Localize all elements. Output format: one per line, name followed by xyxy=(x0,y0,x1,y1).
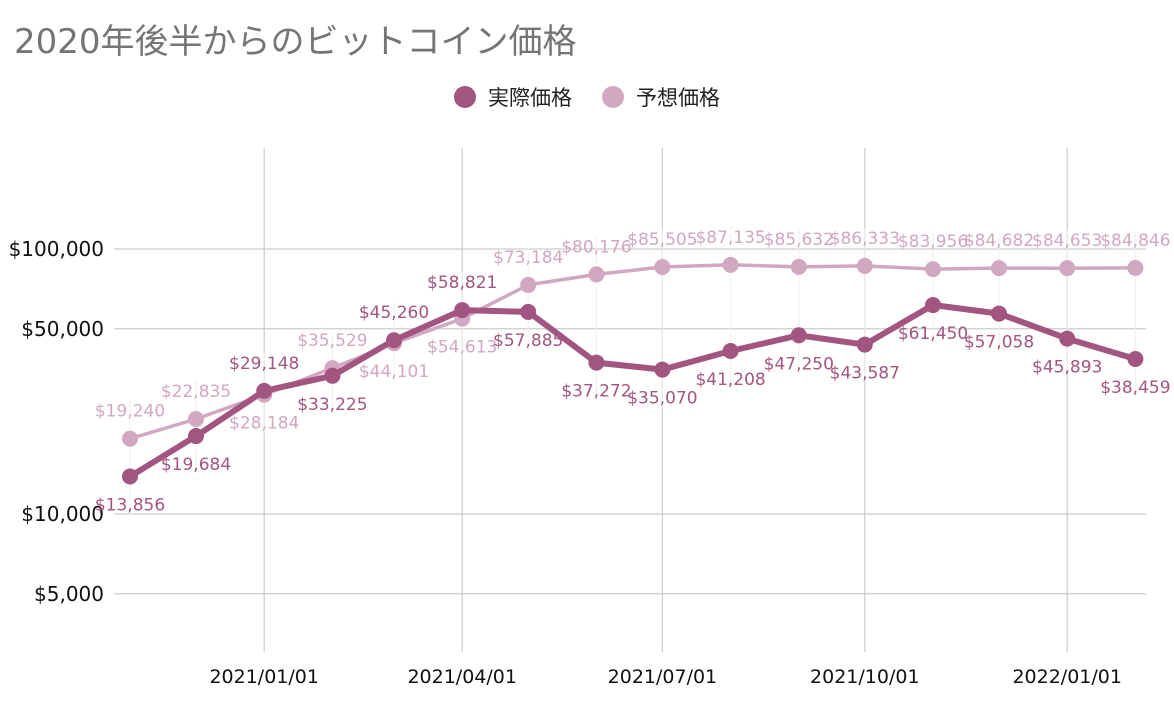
data-label-forecast: $85,632 xyxy=(764,230,834,250)
data-point-forecast xyxy=(856,257,873,274)
x-tick-label: 2022/01/01 xyxy=(1012,666,1122,688)
y-tick-label: $50,000 xyxy=(21,317,104,341)
x-tick-label: 2021/10/01 xyxy=(810,666,920,688)
data-point-forecast xyxy=(1127,259,1144,276)
data-label-actual: $61,450 xyxy=(898,324,968,344)
data-label-actual: $45,260 xyxy=(359,303,429,323)
x-tick-label: 2021/07/01 xyxy=(608,666,718,688)
data-point-actual xyxy=(790,327,807,344)
data-point-actual xyxy=(454,302,471,319)
data-label-forecast: $35,529 xyxy=(297,331,367,351)
data-point-forecast xyxy=(790,258,807,275)
data-point-actual xyxy=(386,332,402,349)
legend-label-actual: 実際価格 xyxy=(488,86,572,110)
y-tick-label: $100,000 xyxy=(9,237,104,261)
data-point-forecast xyxy=(122,430,138,447)
data-label-forecast: $86,333 xyxy=(830,229,900,249)
data-point-forecast xyxy=(520,276,537,293)
data-label-actual: $57,058 xyxy=(964,333,1034,353)
data-point-actual xyxy=(256,382,273,399)
data-label-actual: $33,225 xyxy=(297,395,367,415)
data-label-actual: $57,885 xyxy=(493,331,563,351)
data-point-actual xyxy=(991,305,1007,322)
data-label-actual: $58,821 xyxy=(427,273,497,293)
data-label-forecast: $84,653 xyxy=(1032,231,1102,251)
data-label-forecast: $84,846 xyxy=(1100,231,1170,251)
data-label-forecast: $28,184 xyxy=(229,414,299,434)
data-point-actual xyxy=(856,336,873,353)
x-tick-label: 2021/04/01 xyxy=(407,666,517,688)
data-point-forecast xyxy=(722,256,739,273)
data-label-forecast: $87,135 xyxy=(695,228,765,248)
legend-marker-forecast xyxy=(602,86,624,108)
data-label-actual: $43,587 xyxy=(830,364,900,384)
x-tick-label: 2021/01/01 xyxy=(209,666,319,688)
data-point-actual xyxy=(925,297,941,314)
data-point-forecast xyxy=(588,266,605,283)
data-point-forecast xyxy=(188,410,204,427)
data-label-actual: $41,208 xyxy=(695,370,765,390)
data-point-actual xyxy=(722,343,739,360)
data-label-actual: $13,856 xyxy=(95,495,165,515)
data-point-actual xyxy=(588,354,605,371)
data-label-forecast: $22,835 xyxy=(161,382,231,402)
data-label-forecast: $73,184 xyxy=(493,248,563,268)
data-point-forecast xyxy=(1059,260,1076,277)
data-label-actual: $19,684 xyxy=(161,455,231,475)
data-point-actual xyxy=(520,303,537,320)
legend-item-forecast[interactable]: 予想価格 xyxy=(602,82,720,112)
legend-label-forecast: 予想価格 xyxy=(636,86,720,110)
series-line-actual xyxy=(128,302,1137,480)
data-label-actual: $35,070 xyxy=(627,389,697,409)
data-point-forecast xyxy=(991,260,1007,277)
data-point-actual xyxy=(1059,330,1076,347)
data-point-forecast xyxy=(654,259,671,276)
legend-item-actual[interactable]: 実際価格 xyxy=(454,82,572,112)
data-label-actual: $45,893 xyxy=(1032,358,1102,378)
legend-marker-actual xyxy=(454,86,476,108)
legend: 実際価格 予想価格 xyxy=(0,82,1174,112)
data-label-actual: $37,272 xyxy=(561,382,631,402)
data-point-actual xyxy=(1127,350,1144,367)
data-label-forecast: $54,613 xyxy=(427,338,497,358)
data-label-forecast: $44,101 xyxy=(359,362,429,382)
y-tick-label: $10,000 xyxy=(21,502,104,526)
chart-title: 2020年後半からのビットコイン価格 xyxy=(14,22,577,62)
data-point-actual xyxy=(324,367,341,384)
data-point-actual xyxy=(654,361,671,378)
data-label-actual: $38,459 xyxy=(1100,378,1170,398)
data-label-forecast: $80,176 xyxy=(561,237,631,257)
data-label-forecast: $85,505 xyxy=(627,230,697,250)
data-label-forecast: $83,956 xyxy=(898,232,968,252)
data-point-actual xyxy=(122,468,138,485)
data-point-forecast xyxy=(925,261,941,278)
data-label-forecast: $19,240 xyxy=(95,402,165,422)
data-label-actual: $29,148 xyxy=(229,354,299,374)
data-point-actual xyxy=(188,428,204,445)
data-label-forecast: $84,682 xyxy=(964,231,1034,251)
data-label-actual: $47,250 xyxy=(764,354,834,374)
y-tick-label: $5,000 xyxy=(34,582,104,606)
